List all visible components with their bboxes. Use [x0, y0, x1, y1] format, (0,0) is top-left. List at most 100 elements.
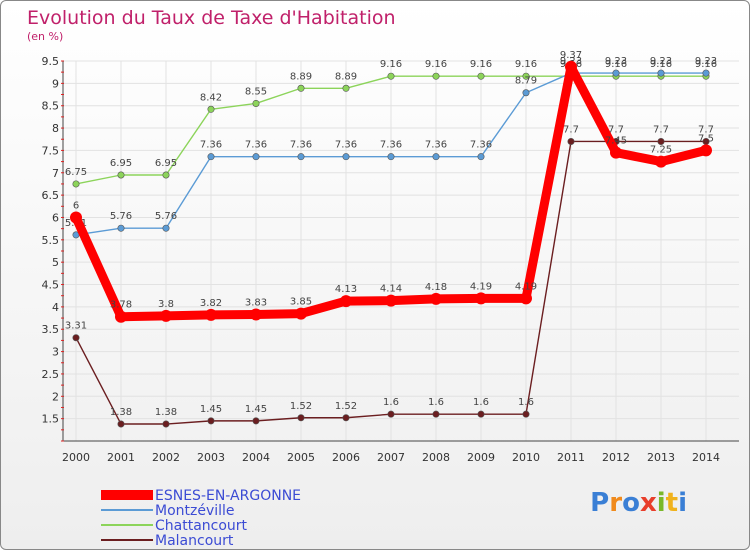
- data-point: [117, 224, 125, 232]
- logo-letter: o: [622, 488, 640, 518]
- data-point: [387, 72, 395, 80]
- data-label: 8.42: [200, 92, 222, 103]
- data-label: 9.16: [380, 59, 402, 70]
- data-label: 7.36: [335, 140, 357, 151]
- data-point: [430, 292, 442, 305]
- y-tick-label: 2: [52, 390, 59, 403]
- logo-letter: i: [678, 488, 687, 518]
- data-point: [160, 309, 172, 322]
- data-label: 1.6: [383, 397, 399, 408]
- data-point: [252, 99, 260, 107]
- data-label: 3.78: [110, 300, 132, 311]
- legend-label: ESNES-EN-ARGONNE: [155, 488, 301, 504]
- logo-letter: i: [656, 488, 666, 518]
- data-label: 1.6: [518, 397, 534, 408]
- x-tick-label: 2007: [377, 451, 405, 464]
- data-point: [117, 420, 125, 428]
- data-label: 9.16: [650, 59, 672, 70]
- y-tick-label: 5.5: [42, 234, 60, 247]
- data-point: [520, 292, 532, 305]
- data-label: 4.13: [335, 284, 357, 295]
- data-label: 8.89: [335, 71, 357, 82]
- data-point: [475, 292, 487, 305]
- data-point: [117, 171, 125, 179]
- data-label: 1.52: [335, 401, 357, 412]
- data-point: [72, 180, 80, 188]
- data-label: 3.85: [290, 297, 312, 308]
- y-tick-label: 6.5: [42, 189, 60, 202]
- data-point: [522, 410, 530, 418]
- data-label: 8.89: [290, 71, 312, 82]
- data-label: 1.45: [245, 404, 267, 415]
- y-tick-label: 1.5: [42, 413, 60, 426]
- logo-letter: t: [665, 488, 679, 518]
- y-tick-label: 7: [52, 167, 59, 180]
- data-label: 1.52: [290, 401, 312, 412]
- x-tick-label: 2006: [332, 451, 360, 464]
- data-label: 7.45: [605, 136, 627, 147]
- data-label: 6.75: [65, 167, 87, 178]
- data-point: [115, 310, 127, 323]
- data-point: [342, 153, 350, 161]
- x-tick-label: 2002: [152, 451, 180, 464]
- chart-subtitle: (en %): [27, 30, 64, 43]
- data-point: [207, 105, 215, 113]
- data-label: 7.7: [698, 124, 714, 135]
- data-point: [477, 153, 485, 161]
- data-label: 5.76: [110, 211, 132, 222]
- data-label: 6.95: [110, 158, 132, 169]
- data-label: 9.16: [605, 59, 627, 70]
- data-label: 7.5: [698, 133, 714, 144]
- x-tick-label: 2008: [422, 451, 450, 464]
- data-label: 8.55: [245, 86, 267, 97]
- logo-letter: r: [609, 488, 623, 518]
- y-tick-label: 8: [52, 122, 59, 135]
- data-point: [385, 294, 397, 307]
- logo-letter: x: [639, 488, 657, 518]
- data-label: 1.45: [200, 404, 222, 415]
- chart-title: Evolution du Taux de Taxe d'Habitation: [27, 7, 396, 29]
- data-label: 1.38: [155, 407, 177, 418]
- data-point: [657, 69, 665, 77]
- data-point: [207, 153, 215, 161]
- data-point: [700, 144, 712, 157]
- x-tick-label: 2009: [467, 451, 495, 464]
- data-label: 9.16: [425, 59, 447, 70]
- data-point: [72, 334, 80, 342]
- data-label: 7.7: [653, 124, 669, 135]
- data-label: 3.82: [200, 298, 222, 309]
- data-label: 7.36: [470, 140, 492, 151]
- data-label: 4.19: [470, 281, 492, 292]
- data-point: [657, 137, 665, 145]
- y-tick-label: 9: [52, 77, 59, 90]
- data-label: 7.7: [563, 124, 579, 135]
- y-tick-label: 3: [52, 346, 59, 359]
- data-point: [655, 155, 667, 168]
- data-point: [342, 84, 350, 92]
- data-label: 7.7: [608, 124, 624, 135]
- data-label: 6: [73, 200, 79, 211]
- data-label: 7.36: [425, 140, 447, 151]
- data-label: 6.95: [155, 158, 177, 169]
- data-point: [610, 146, 622, 159]
- y-tick-label: 8.5: [42, 100, 60, 113]
- proxiti-logo: Proxiti: [590, 488, 687, 518]
- data-point: [162, 420, 170, 428]
- data-point: [477, 72, 485, 80]
- data-point: [612, 69, 620, 77]
- data-label: 9.23: [695, 56, 717, 67]
- data-point: [252, 153, 260, 161]
- data-label: 5.76: [155, 211, 177, 222]
- data-point: [297, 414, 305, 422]
- data-label: 1.38: [110, 407, 132, 418]
- data-point: [207, 417, 215, 425]
- legend-label: Chattancourt: [155, 518, 248, 534]
- data-label: 9.16: [695, 59, 717, 70]
- data-label: 9.16: [515, 59, 537, 70]
- x-tick-label: 2003: [197, 451, 225, 464]
- data-label: 3.8: [158, 299, 174, 310]
- data-label: 4.14: [380, 284, 402, 295]
- y-tick-label: 6: [52, 211, 59, 224]
